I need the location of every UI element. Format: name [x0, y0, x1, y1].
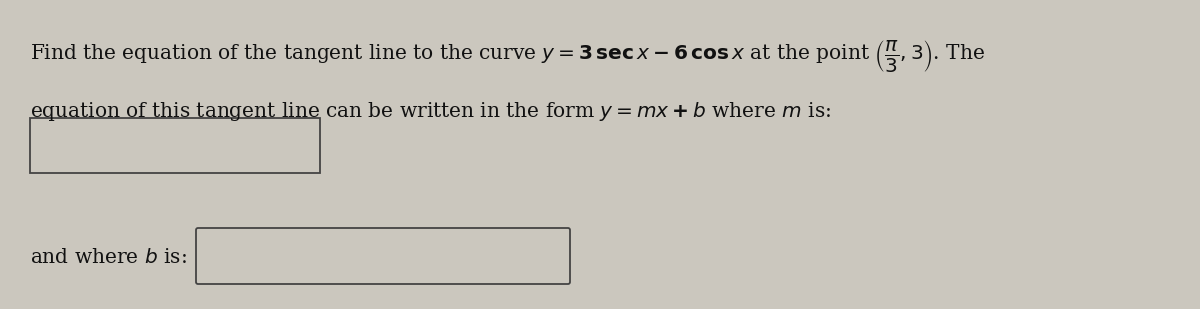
- Text: equation of this tangent line can be written in the form $\mathbf{\mathit{y}} = : equation of this tangent line can be wri…: [30, 100, 832, 123]
- Text: Find the equation of the tangent line to the curve $\mathbf{\mathit{y}} = \mathb: Find the equation of the tangent line to…: [30, 38, 985, 74]
- FancyBboxPatch shape: [30, 118, 320, 173]
- FancyBboxPatch shape: [196, 228, 570, 284]
- Text: and where $\mathbf{\mathit{b}}$ is:: and where $\mathbf{\mathit{b}}$ is:: [30, 248, 187, 267]
